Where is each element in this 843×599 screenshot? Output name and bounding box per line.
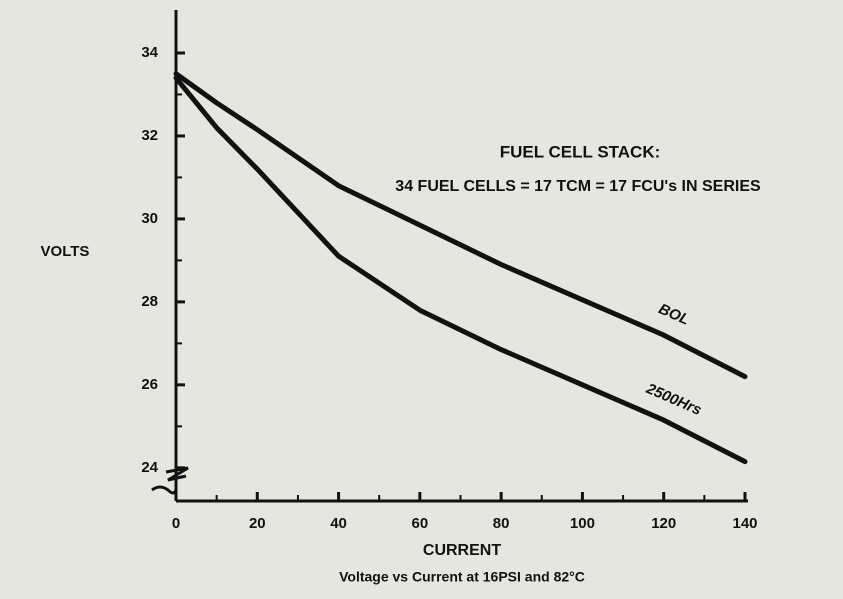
axis-break	[151, 466, 189, 495]
y-tick-label: 32	[141, 127, 158, 144]
chart-subtitle: 34 FUEL CELLS = 17 TCM = 17 FCU's IN SER…	[395, 178, 761, 195]
y-tick-label: 24	[141, 459, 158, 476]
x-tick-label: 20	[249, 515, 266, 532]
x-axis-label: CURRENT	[423, 542, 501, 559]
x-tick-label: 100	[570, 515, 595, 532]
line-series	[173, 71, 748, 380]
line-series	[173, 75, 748, 465]
x-tick-label: 60	[412, 515, 429, 532]
x-tick-label: 0	[172, 515, 180, 532]
x-tick-label: 80	[493, 515, 510, 532]
y-tick-label: 34	[141, 44, 158, 61]
caption: Voltage vs Current at 16PSI and 82°C	[339, 569, 585, 585]
y-tick-label: 28	[141, 293, 158, 310]
y-tick-label: 30	[141, 210, 158, 227]
y-axis-label: VOLTS	[41, 243, 90, 260]
x-tick-label: 140	[732, 515, 757, 532]
chart-title: FUEL CELL STACK:	[500, 142, 661, 161]
x-tick-label: 40	[330, 515, 347, 532]
x-tick-label: 120	[651, 515, 676, 532]
y-tick-label: 26	[141, 376, 158, 393]
